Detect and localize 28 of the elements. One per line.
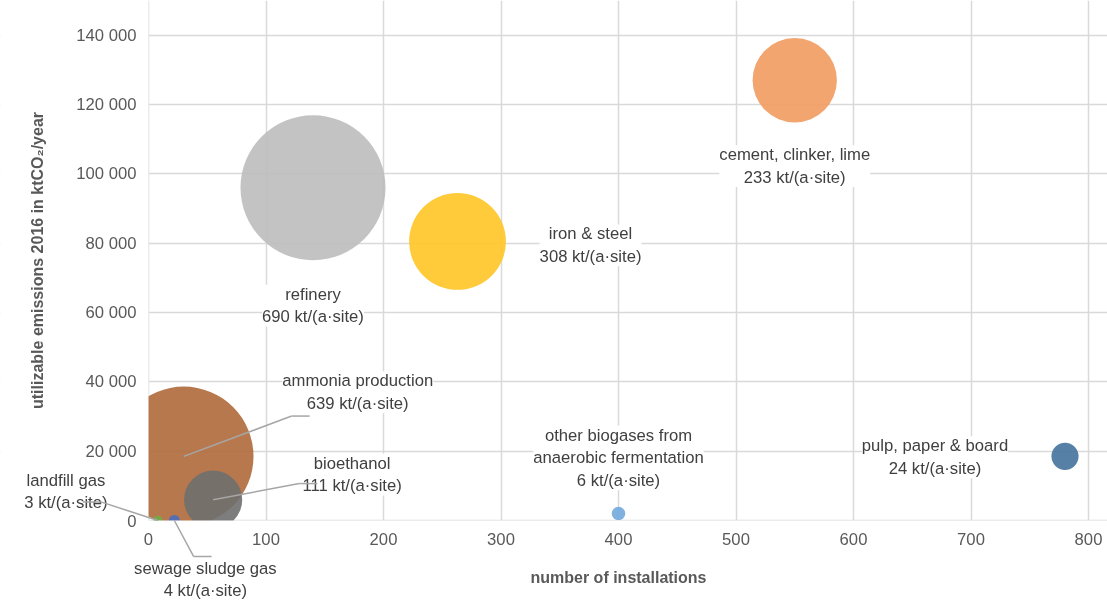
y-tick-label: 40 000 [85, 372, 137, 392]
x-tick-label: 500 [722, 529, 750, 549]
annotation: sewage sludge gas 4 kt/(a·site) [134, 558, 277, 601]
y-axis-title: utilizable emissions 2016 in ktCO₂/year [28, 111, 46, 409]
y-tick-label: 100 000 [76, 164, 137, 184]
x-tick-label: 0 [143, 529, 154, 549]
y-tick-label: 60 000 [85, 303, 137, 322]
x-tick-label: 600 [839, 529, 868, 549]
x-tick-label: 400 [604, 529, 633, 549]
annotation: ammonia production 639 kt/(a·site) [282, 371, 434, 414]
annotation: refinery 690 kt/(a·site) [262, 284, 364, 327]
x-tick-label: 700 [957, 529, 985, 549]
x-tick-label: 300 [487, 529, 515, 549]
y-tick-label: 120 000 [76, 95, 137, 114]
annotation: other biogases from anaerobic fermentation 6 kt/(a·site) [533, 425, 704, 491]
y-tick-label: 20 000 [85, 441, 137, 461]
annotation: pulp, paper & board 24 kt/(a·site) [861, 436, 1009, 479]
annotation: bioethanol 111 kt/(a·site) [302, 453, 402, 496]
annotation: landfill gas 3 kt/(a·site) [24, 470, 108, 513]
x-tick-label: 800 [1074, 529, 1103, 549]
x-tick-label: 100 [252, 529, 280, 549]
annotation: cement, clinker, lime 233 kt/(a·site) [719, 145, 871, 188]
x-axis-title: number of installations [530, 568, 707, 586]
annotation: iron & steel 308 kt/(a·site) [539, 224, 642, 267]
x-tick-label: 200 [369, 529, 398, 549]
y-tick-label: 0 [127, 511, 137, 531]
y-tick-label: 80 000 [85, 233, 137, 253]
y-tick-label: 140 000 [76, 25, 137, 45]
